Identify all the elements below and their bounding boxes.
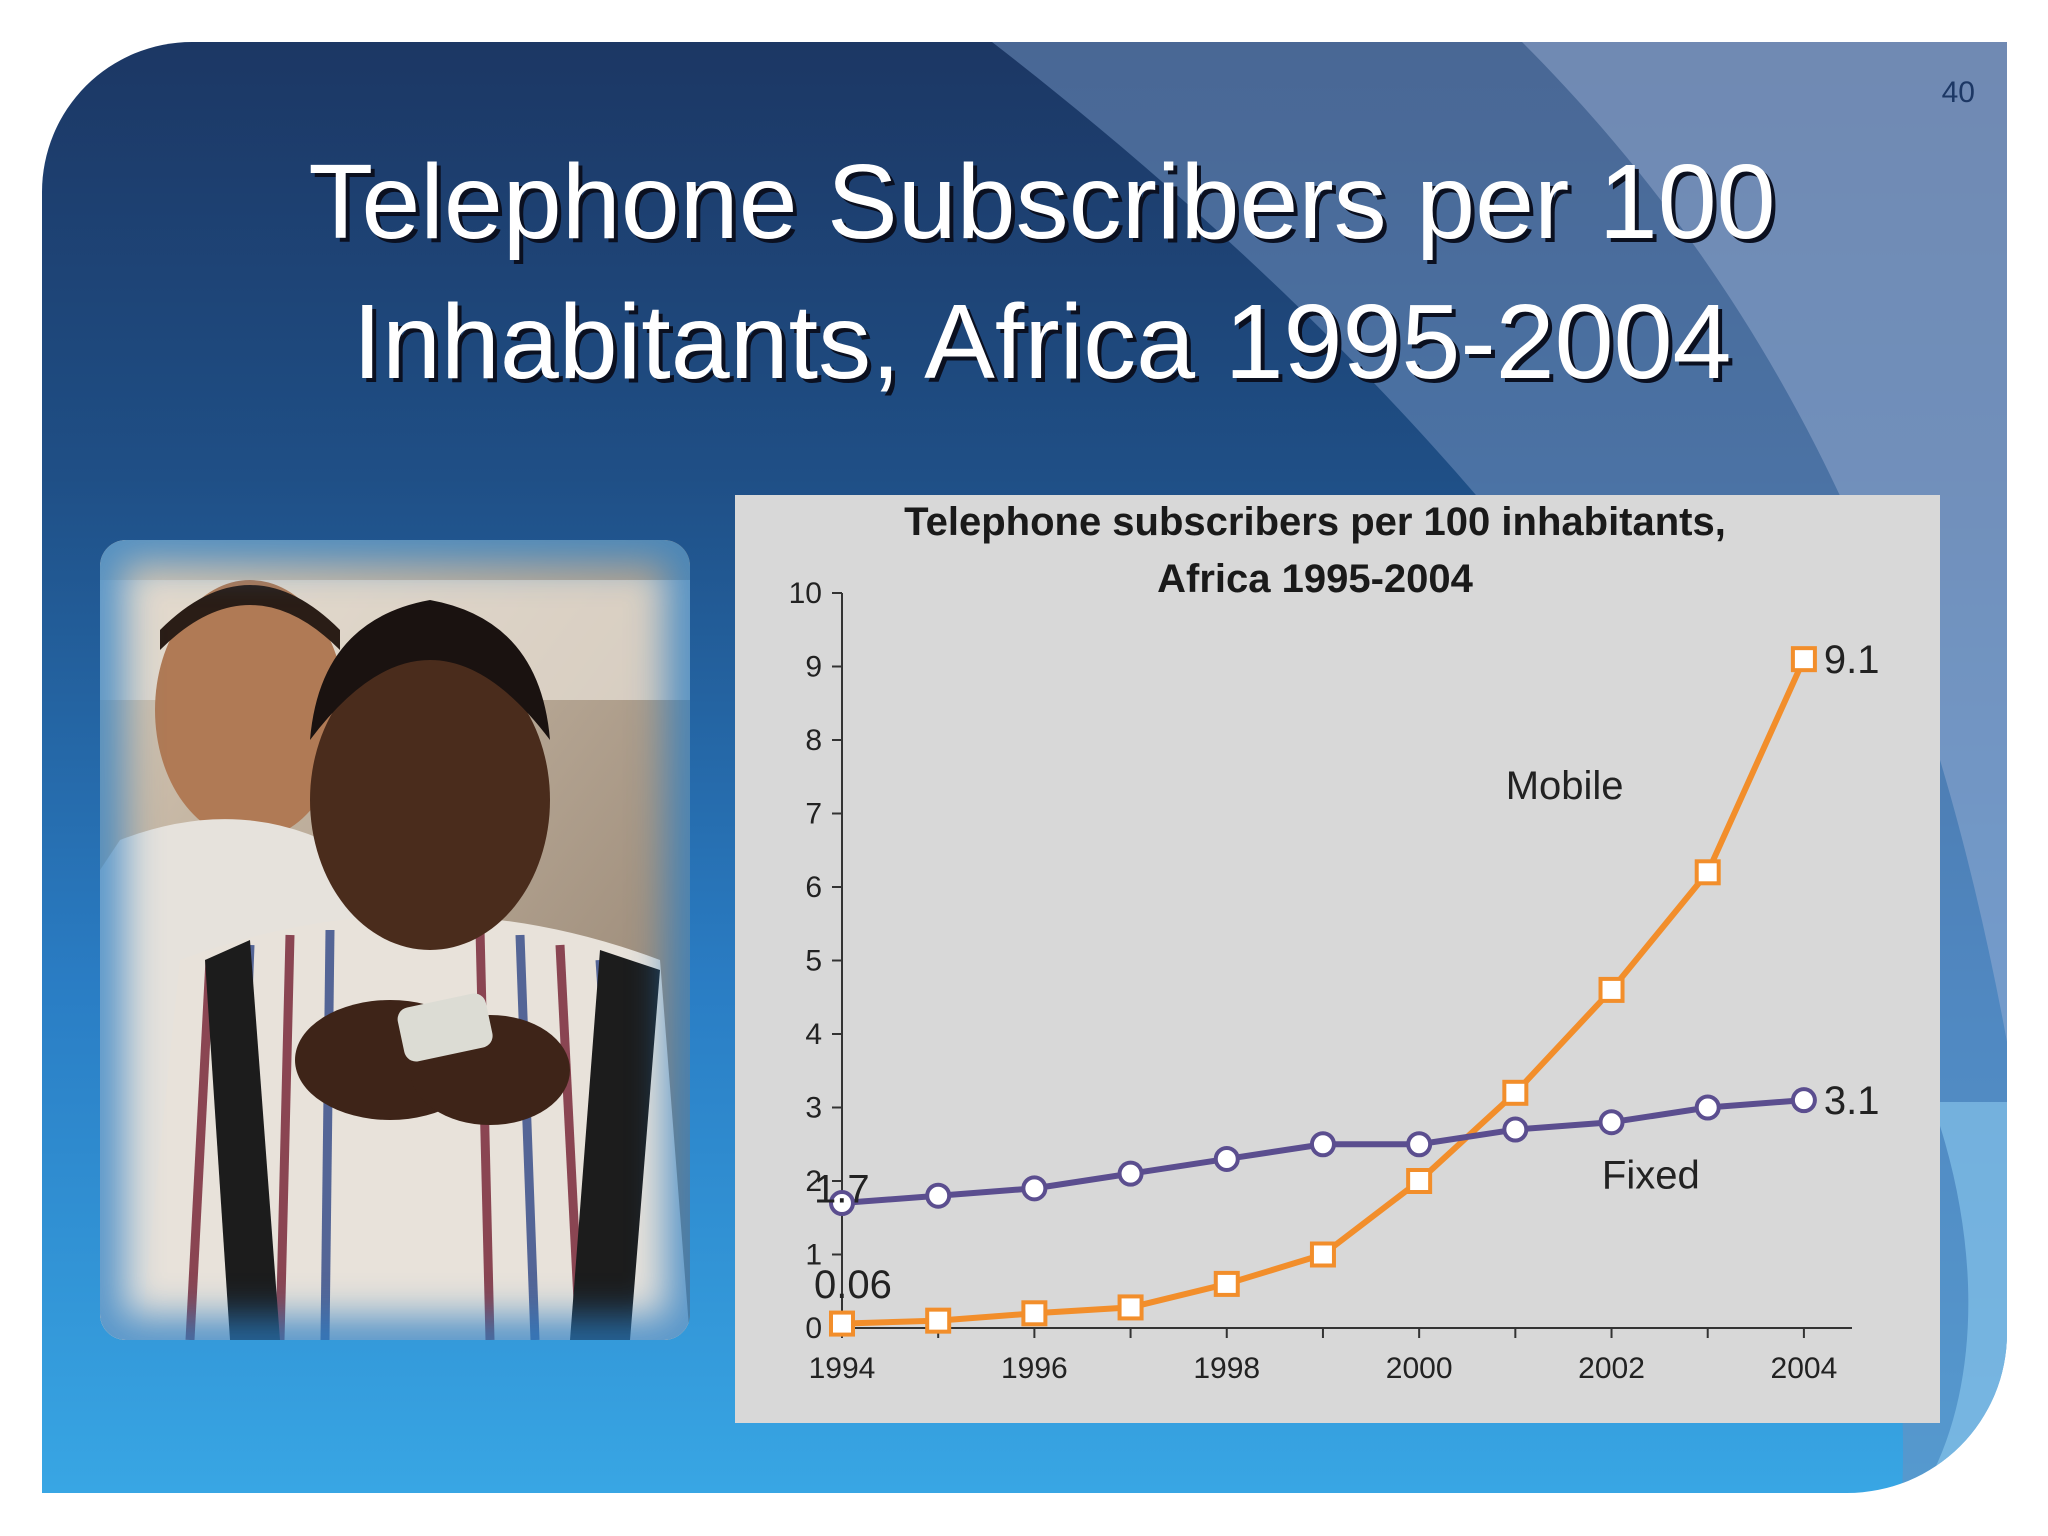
data-label: 1.7 (814, 1167, 870, 1211)
background-swoosh (992, 42, 2007, 1493)
mobile-series-line (841, 657, 1807, 1327)
x-tick-label: 2002 (1578, 1352, 1645, 1385)
data-label: 3.1 (1824, 1079, 1880, 1123)
line-chart: Telephone subscribers per 100 inhabitant… (789, 500, 1880, 1385)
fixed-data-point (1309, 1131, 1336, 1158)
y-tick-label: 9 (805, 651, 822, 684)
y-tick-label: 10 (789, 577, 822, 610)
y-tick-label: 1 (805, 1239, 822, 1272)
fixed-data-point (1021, 1175, 1048, 1202)
y-ticks: 0 1 2 3 4 5 6 7 8 9 10 (789, 577, 842, 1345)
fixed-data-point (1117, 1160, 1144, 1187)
x-tick-label: 2000 (1386, 1352, 1453, 1385)
y-tick-label: 4 (805, 1018, 822, 1051)
page-number: 40 (1941, 76, 1975, 109)
y-tick-label: 2 (805, 1165, 822, 1198)
y-tick-label: 5 (805, 945, 822, 978)
mobile-series-label: Mobile (1506, 764, 1624, 808)
x-ticks: 1994 1996 1998 2000 2002 2004 (809, 1328, 1838, 1385)
y-tick-label: 7 (805, 798, 822, 831)
title-line-2: Inhabitants, Africa 1995-2004 (352, 283, 1732, 401)
data-label: 9.1 (1824, 638, 1880, 682)
y-tick-label: 0 (805, 1312, 822, 1345)
mobile-data-point (1309, 1241, 1336, 1268)
mobile-data-point (1694, 859, 1721, 886)
fixed-data-point (1790, 1087, 1817, 1114)
mobile-data-point (1021, 1300, 1048, 1327)
chart: Telephone subscribers per 100 inhabitant… (735, 495, 1940, 1423)
x-tick-label: 1994 (809, 1352, 876, 1385)
fixed-data-point (1406, 1131, 1433, 1158)
mobile-data-point (829, 1310, 855, 1337)
data-label: 0.06 (814, 1263, 892, 1307)
fixed-series-label: Fixed (1602, 1153, 1700, 1197)
mobile-data-point (1117, 1294, 1144, 1321)
fixed-data-point (925, 1182, 952, 1209)
x-tick-label: 1996 (1001, 1352, 1068, 1385)
fixed-data-point (1502, 1116, 1529, 1143)
chart-title-line-1: Telephone subscribers per 100 inhabitant… (904, 500, 1726, 544)
mobile-data-point (925, 1307, 952, 1334)
title-line-1: Telephone Subscribers per 100 (308, 143, 1776, 261)
page-title: Telephone Subscribers per 100 Inhabitant… (42, 132, 2007, 412)
photo-icon (100, 540, 690, 1340)
series-layer: Mobile Fixed (829, 646, 1817, 1337)
y-tick-label: 3 (805, 1092, 822, 1125)
mobile-data-point (1502, 1079, 1529, 1106)
mobile-data-point (1790, 646, 1817, 673)
y-tick-label: 6 (805, 871, 822, 904)
fixed-data-point (1213, 1145, 1240, 1172)
fixed-data-point (829, 1190, 855, 1217)
y-tick-label: 8 (805, 724, 822, 757)
labels-layer: 1.7 0.06 9.1 3.1 (814, 638, 1880, 1307)
mobile-data-point (1598, 976, 1625, 1003)
x-tick-label: 2004 (1771, 1352, 1838, 1385)
chart-title-line-2: Africa 1995-2004 (1157, 557, 1474, 601)
fixed-data-point (1694, 1094, 1721, 1121)
x-tick-label: 1998 (1193, 1352, 1260, 1385)
mobile-data-point (1213, 1270, 1240, 1297)
fixed-data-point (1598, 1109, 1625, 1136)
mobile-data-point (1406, 1168, 1433, 1194)
